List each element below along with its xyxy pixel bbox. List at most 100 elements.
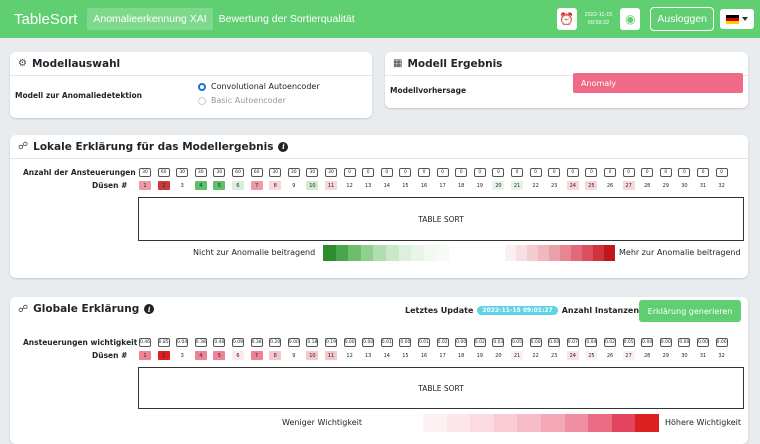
count-cell: 0 bbox=[436, 168, 449, 177]
german-flag-icon bbox=[726, 14, 739, 24]
nozzle-cell: 9 bbox=[287, 351, 300, 360]
nozzle-cell: 32 bbox=[715, 181, 728, 190]
legend-swatch bbox=[516, 245, 527, 261]
refresh-icon[interactable]: ◉ bbox=[620, 8, 641, 30]
importance-cell: 0.00 bbox=[343, 338, 356, 347]
importance-cell: 0.05 bbox=[511, 338, 523, 347]
model-select-title: Modellauswahl bbox=[31, 57, 121, 70]
count-cell: 0 bbox=[566, 168, 579, 177]
legend-swatch bbox=[564, 414, 589, 432]
nozzle-cell: 25 bbox=[585, 181, 598, 190]
global-row1-label: Ansteuerungen wichtigkeit bbox=[23, 338, 138, 347]
legend-swatch bbox=[385, 245, 399, 261]
count-cell: 0 bbox=[343, 168, 356, 177]
importance-cell: 0.46 bbox=[213, 338, 226, 347]
info-icon[interactable]: i bbox=[278, 141, 289, 152]
legend-swatch bbox=[335, 245, 349, 261]
update-badge: 2022-11-15 09:01:27 bbox=[477, 306, 558, 315]
update-info: Letztes Update 2022-11-15 09:01:27 Anzah… bbox=[405, 306, 661, 315]
legend-swatch bbox=[560, 245, 571, 261]
nozzle-cell: 30 bbox=[678, 351, 691, 360]
importance-cell: 0.00 bbox=[641, 338, 654, 347]
alarm-clock-icon[interactable]: ⏰ bbox=[556, 8, 577, 30]
nozzle-cell: 2 bbox=[157, 351, 170, 360]
nav-link-sort-quality[interactable]: Bewertung der Sortierqualität bbox=[218, 13, 355, 25]
global-legend-scale bbox=[423, 414, 659, 432]
nozzle-cell: 7 bbox=[250, 351, 263, 360]
generate-explanation-button[interactable]: Erklärung generieren bbox=[639, 300, 741, 322]
local-legend-left: Nicht zur Anomalie beitragend bbox=[193, 248, 316, 257]
info-icon[interactable]: i bbox=[144, 304, 155, 314]
nozzle-cell: 5 bbox=[213, 351, 226, 360]
count-cell: 0 bbox=[455, 168, 468, 177]
date-text: 2022-11-15 bbox=[584, 12, 613, 18]
radio-option-cae[interactable]: Convolutional Autoencoder bbox=[198, 82, 320, 91]
legend-swatch bbox=[571, 245, 582, 261]
nozzle-cell: 12 bbox=[343, 351, 356, 360]
importance-cell: 0.07 bbox=[566, 338, 579, 347]
radio-label-basic: Basic Autoencoder bbox=[211, 96, 286, 105]
importance-cell: 0.02 bbox=[604, 338, 616, 347]
global-title: Globale Erklärung bbox=[33, 303, 140, 315]
nozzle-cell: 15 bbox=[399, 181, 412, 190]
importance-cell: 0.00 bbox=[455, 338, 468, 347]
count-cell: 0 bbox=[380, 168, 393, 177]
importance-cell: 0.04 bbox=[176, 338, 189, 347]
brand[interactable]: TableSort bbox=[14, 10, 78, 28]
count-cell: 0 bbox=[678, 168, 691, 177]
nozzle-cell: 8 bbox=[269, 181, 282, 190]
nozzle-cell: 23 bbox=[548, 351, 561, 360]
nozzle-cell: 2 bbox=[157, 181, 170, 190]
nozzle-cell: 15 bbox=[399, 351, 412, 360]
count-cell: 0 bbox=[604, 168, 616, 177]
legend-swatch bbox=[436, 245, 449, 261]
importance-cell: 0.00 bbox=[678, 338, 691, 347]
logout-button[interactable]: Ausloggen bbox=[650, 7, 714, 31]
importance-cell: 0.85 bbox=[157, 338, 170, 347]
count-cell: 30 bbox=[269, 168, 282, 177]
nozzle-cell: 10 bbox=[306, 351, 319, 360]
nozzle-cell: 13 bbox=[362, 351, 375, 360]
nozzle-cell: 12 bbox=[343, 181, 356, 190]
importance-cell: 0.00 bbox=[715, 338, 728, 347]
count-cell: 30 bbox=[306, 168, 319, 177]
legend-swatch bbox=[588, 414, 612, 432]
importance-cell: 0.00 bbox=[697, 338, 709, 347]
count-cell: 30 bbox=[213, 168, 226, 177]
local-legend-green-scale bbox=[323, 245, 449, 261]
nozzle-cell: 10 bbox=[306, 181, 319, 190]
legend-swatch bbox=[360, 245, 374, 261]
count-cell: 0 bbox=[715, 168, 728, 177]
instances-label: Anzahl Instanzen: bbox=[561, 306, 643, 315]
hierarchy-icon: ☍ bbox=[18, 303, 29, 315]
count-cell: 0 bbox=[622, 168, 635, 177]
nozzle-cell: 16 bbox=[418, 351, 430, 360]
global-legend-left: Weniger Wichtigkeit bbox=[282, 418, 362, 427]
nozzle-cell: 13 bbox=[362, 181, 375, 190]
count-cell: 60 bbox=[157, 168, 170, 177]
nozzle-cell: 29 bbox=[659, 181, 672, 190]
nozzle-cell: 4 bbox=[194, 351, 207, 360]
importance-cell: 0.05 bbox=[622, 338, 635, 347]
nozzle-cell: 31 bbox=[697, 181, 709, 190]
importance-cell: 0.20 bbox=[269, 338, 282, 347]
nozzle-cell: 17 bbox=[436, 181, 449, 190]
nozzle-cell: 29 bbox=[659, 351, 672, 360]
nav-link-anomaly[interactable]: Anomalieerkennung XAI bbox=[87, 8, 213, 30]
nozzle-cell: 28 bbox=[641, 181, 654, 190]
count-cell: 0 bbox=[418, 168, 430, 177]
legend-swatch bbox=[493, 414, 518, 432]
update-label: Letztes Update bbox=[405, 306, 474, 315]
model-result-card: ▦ Modell Ergebnis Modellvorhersage Anomal… bbox=[385, 52, 748, 108]
nozzle-cell: 5 bbox=[213, 181, 226, 190]
legend-swatch bbox=[517, 414, 541, 432]
importance-cell: 0.01 bbox=[418, 338, 430, 347]
count-cell: 30 bbox=[194, 168, 207, 177]
importance-cell: 0.18 bbox=[306, 338, 319, 347]
nozzle-cell: 23 bbox=[548, 181, 561, 190]
legend-swatch bbox=[582, 245, 593, 261]
radio-checked-icon bbox=[198, 82, 206, 91]
importance-cell: 0.04 bbox=[585, 338, 598, 347]
radio-option-basic[interactable]: Basic Autoencoder bbox=[198, 96, 286, 105]
language-dropdown[interactable] bbox=[720, 9, 754, 29]
